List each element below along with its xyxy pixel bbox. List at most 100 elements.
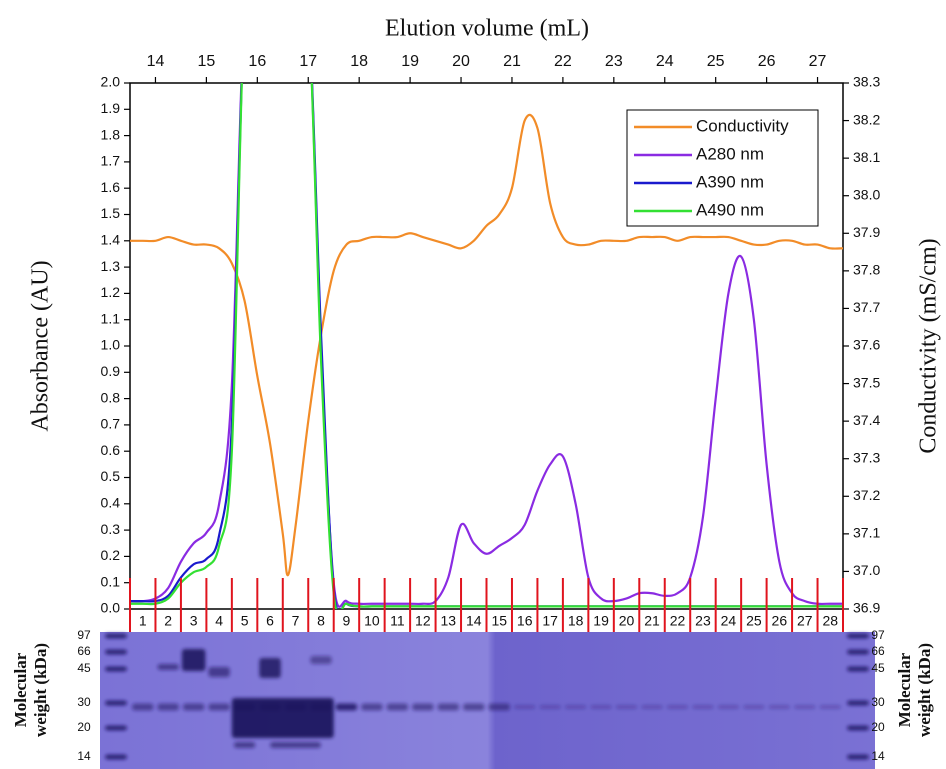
gel-axis-label: Molecular [895,652,914,727]
series-line [130,83,843,609]
fraction-label: 14 [466,613,482,629]
gel-band [488,703,510,711]
fraction-label: 13 [441,613,457,629]
gel-band [412,703,434,711]
gel-band [182,703,205,711]
fraction-label: 6 [266,613,274,629]
y2-axis-label: Conductivity (mS/cm) [916,238,942,453]
gel-band [564,705,587,709]
fraction-label: 28 [822,613,838,629]
fraction-label: 4 [215,613,223,629]
gel-band [641,705,663,709]
fraction-label: 8 [317,613,325,629]
fraction-label: 3 [190,613,198,629]
gel-band [847,633,869,639]
y-tick-label: 0.4 [101,495,121,511]
y2-tick-label: 38.0 [853,186,880,202]
gel-band [768,705,791,709]
mw-marker-label: 20 [77,720,91,734]
y2-tick-label: 37.7 [853,299,880,315]
fraction-label: 22 [670,613,686,629]
y-tick-label: 2.0 [101,74,121,90]
gel-axis-label: weight (kDa) [915,643,934,737]
y-tick-label: 0.2 [101,547,121,563]
mw-marker-label: 97 [871,628,885,642]
x-tick-label: 25 [707,53,725,70]
y2-tick-label: 37.1 [853,525,880,541]
y2-tick-label: 37.8 [853,262,880,278]
gel-band [181,649,206,671]
x-tick-label: 26 [758,53,776,70]
y2-tick-label: 37.2 [853,487,880,503]
gel-band [666,705,689,709]
gel-band [259,658,281,678]
gel-band [794,705,816,709]
x-tick-label: 17 [299,53,317,70]
y-tick-label: 1.4 [101,232,121,248]
gel-band [231,698,334,738]
y2-tick-label: 36.9 [853,600,880,616]
fraction-label: 24 [721,613,737,629]
mw-marker-label: 30 [871,695,885,709]
y-tick-label: 1.3 [101,258,121,274]
fraction-label: 15 [491,613,507,629]
fraction-label: 5 [241,613,249,629]
gel-band [157,703,179,711]
y-axis-label: Absorbance (AU) [28,260,54,431]
mw-marker-label: 20 [871,720,885,734]
fraction-label: 27 [797,613,813,629]
y2-tick-label: 38.3 [853,74,880,90]
y-tick-label: 0.5 [101,468,121,484]
mw-marker-label: 45 [871,661,885,675]
gel-band [105,725,127,731]
y-tick-label: 1.9 [101,100,121,116]
fraction-label: 20 [619,613,635,629]
y-tick-label: 1.1 [101,310,121,326]
gel-band [105,754,127,760]
legend-box [626,109,819,227]
y-tick-label: 0.6 [101,442,121,458]
mw-marker-label: 14 [871,749,885,763]
chart-title: Elution volume (mL) [385,16,589,42]
x-tick-label: 16 [248,53,266,70]
y2-tick-label: 37.4 [853,412,880,428]
gel-image [100,632,875,769]
x-tick-label: 19 [401,53,419,70]
y-tick-label: 1.2 [101,284,121,300]
y-tick-label: 0.9 [101,363,121,379]
fraction-label: 16 [517,613,533,629]
fraction-label: 23 [695,613,711,629]
gel-band [105,649,127,655]
gel-band [105,666,127,672]
gel-band [847,700,869,706]
x-tick-label: 20 [452,53,470,70]
gel-band [270,742,321,748]
gel-band [208,703,230,711]
legend-label: A490 nm [696,200,764,219]
y-tick-label: 1.6 [101,179,121,195]
gel-band [692,705,714,709]
fraction-label: 7 [292,613,300,629]
mw-marker-label: 97 [77,628,91,642]
legend-label: Conductivity [696,116,789,135]
fraction-label: 18 [568,613,584,629]
fraction-label: 2 [164,613,172,629]
series-line [130,83,843,608]
x-tick-label: 24 [656,53,674,70]
gel-band [132,703,154,711]
gel-band [105,700,127,706]
x-tick-label: 14 [147,53,165,70]
fraction-label: 10 [364,613,380,629]
fraction-label: 9 [343,613,351,629]
y2-tick-label: 37.0 [853,562,880,578]
y-tick-label: 1.0 [101,337,121,353]
y2-tick-label: 37.6 [853,337,880,353]
y2-tick-label: 38.2 [853,111,880,127]
mw-marker-label: 45 [77,661,91,675]
gel-band [743,705,765,709]
gel-band [847,666,869,672]
y-tick-label: 0.7 [101,416,121,432]
gel-band [361,703,383,711]
gel-band [310,656,332,664]
